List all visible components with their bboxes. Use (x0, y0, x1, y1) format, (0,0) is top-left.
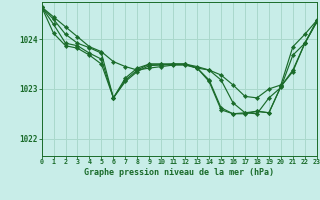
X-axis label: Graphe pression niveau de la mer (hPa): Graphe pression niveau de la mer (hPa) (84, 168, 274, 177)
